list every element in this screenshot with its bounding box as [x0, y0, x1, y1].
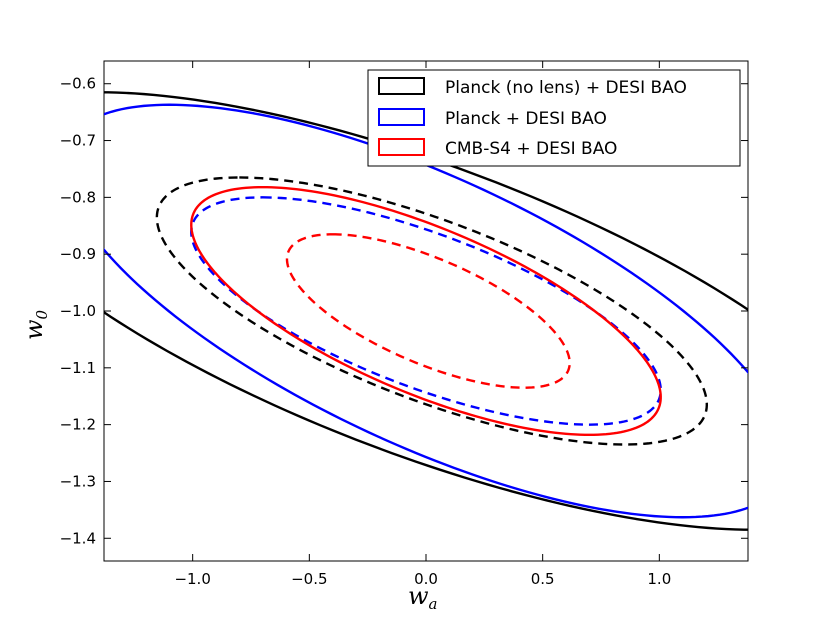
- y-tick-label: −0.6: [60, 75, 96, 93]
- y-tick-label: −0.8: [60, 188, 96, 206]
- legend-swatch-cmbs4: [378, 138, 425, 156]
- y-tick-label: −0.7: [60, 132, 96, 150]
- legend: Planck (no lens) + DESI BAO Planck + DES…: [367, 69, 741, 167]
- legend-swatch-planck-nolens: [378, 77, 425, 95]
- y-tick-label: −1.1: [60, 359, 96, 377]
- y-tick-label: −0.9: [60, 245, 96, 263]
- contour-cmbs4-outer: [190, 185, 662, 437]
- legend-swatch-planck: [378, 108, 425, 126]
- legend-label-planck: Planck + DESI BAO: [445, 109, 607, 129]
- y-tick-label: −1.0: [60, 302, 96, 320]
- contour-planck-outer: [104, 103, 748, 519]
- x-tick-label: −0.5: [291, 570, 327, 588]
- legend-label-cmbs4: CMB-S4 + DESI BAO: [445, 139, 617, 159]
- y-tick-label: −1.2: [60, 416, 96, 434]
- legend-label-planck-nolens: Planck (no lens) + DESI BAO: [445, 78, 687, 98]
- y-tick-label: −1.4: [60, 529, 96, 547]
- x-tick-label: 0.0: [414, 570, 438, 588]
- y-axis-label-subscript: 0: [33, 309, 51, 319]
- x-tick-label: 0.5: [531, 570, 555, 588]
- x-tick-label: 1.0: [647, 570, 671, 588]
- y-axis-label: w0: [20, 309, 51, 340]
- x-tick-label: −1.0: [174, 570, 210, 588]
- contour-planck-nolens-outer: [104, 91, 748, 531]
- x-axis-label: wa: [408, 582, 438, 613]
- contour-planck-nolens-inner: [155, 176, 709, 446]
- contour-layer: [104, 91, 748, 531]
- x-axis-label-subscript: a: [429, 595, 438, 613]
- tick-layer: −1.0 −0.5 0.0 0.5 1.0 −0.6 −0.7 −0.8 −0.9 −1.0 −1.…: [60, 61, 748, 588]
- contour-planck-inner: [190, 196, 662, 426]
- legend-frame: [367, 69, 741, 167]
- y-tick-label: −1.3: [60, 472, 96, 490]
